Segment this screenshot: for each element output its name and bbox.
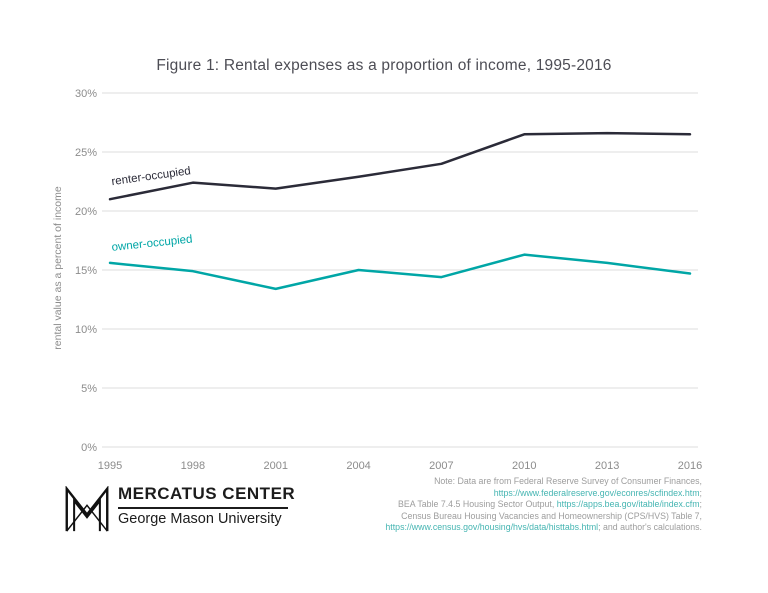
note-text: Census Bureau Housing Vacancies and Home… bbox=[401, 510, 702, 521]
y-tick-label: 10% bbox=[75, 324, 97, 336]
line-chart: 0% 5% 10% 15% 20% 25% 30% 1995 1998 2001 2004 2007 2… bbox=[75, 88, 702, 472]
y-tick-label: 5% bbox=[81, 383, 97, 395]
x-tick-label: 1998 bbox=[181, 460, 205, 472]
note-url: https://www.census.gov/housing/hvs/data/… bbox=[385, 522, 599, 532]
x-tick-label: 2007 bbox=[429, 460, 453, 472]
note-url: https://www.federalreserve.gov/econres/s… bbox=[493, 487, 700, 498]
x-tick-label: 2016 bbox=[678, 460, 702, 472]
y-tick-label: 15% bbox=[75, 265, 97, 277]
y-tick-label: 30% bbox=[75, 88, 97, 100]
y-tick-label: 0% bbox=[81, 442, 97, 454]
logo-divider bbox=[118, 507, 288, 509]
note-line: BEA Table 7.4.5 Housing Sector Output, h… bbox=[342, 499, 702, 511]
y-tick-label: 20% bbox=[75, 206, 97, 218]
series-label-owner-occupied: owner-occupied bbox=[111, 233, 193, 253]
chart-title: Figure 1: Rental expenses as a proportio… bbox=[156, 57, 612, 74]
note-url: https://apps.bea.gov/itable/index.cfm bbox=[556, 499, 700, 509]
logo-org-name: MERCATUS CENTER bbox=[118, 484, 296, 503]
x-tick-label: 1995 bbox=[98, 460, 122, 472]
note-text: ; bbox=[699, 487, 702, 498]
logo-university-name: George Mason University bbox=[118, 511, 282, 527]
note-text: BEA Table 7.4.5 Housing Sector Output, bbox=[397, 499, 557, 509]
note-text: ; bbox=[699, 499, 702, 509]
mercatus-logo-icon bbox=[65, 486, 109, 532]
x-tick-label: 2013 bbox=[595, 460, 619, 472]
series-line-renter-occupied bbox=[108, 131, 692, 201]
source-note: Note: Data are from Federal Reserve Surv… bbox=[342, 476, 702, 534]
note-line: Note: Data are from Federal Reserve Surv… bbox=[342, 476, 702, 488]
x-tick-label: 2004 bbox=[346, 460, 370, 472]
y-tick-label: 25% bbox=[75, 147, 97, 159]
note-text: Note: Data are from Federal Reserve Surv… bbox=[434, 476, 702, 486]
note-line: https://www.census.gov/housing/hvs/data/… bbox=[342, 522, 702, 534]
x-tick-label: 2001 bbox=[263, 460, 287, 472]
series-line-owner-occupied bbox=[108, 253, 692, 291]
note-text: ; and author's calculations. bbox=[598, 522, 702, 532]
x-tick-label: 2010 bbox=[512, 460, 536, 472]
note-line: https://www.federalreserve.gov/econres/s… bbox=[342, 488, 702, 500]
note-line: Census Bureau Housing Vacancies and Home… bbox=[342, 511, 702, 523]
